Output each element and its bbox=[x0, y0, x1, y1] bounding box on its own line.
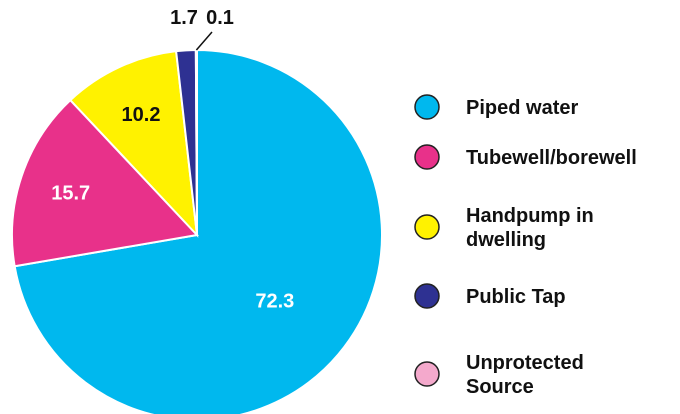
leader-line-unprotected-source bbox=[195, 31, 213, 51]
slice-value-label-tubewell-borewell: 15.7 bbox=[51, 183, 90, 205]
legend-swatch-tubewell-borewell bbox=[414, 144, 440, 170]
legend-swatch-piped-water bbox=[414, 94, 440, 120]
pie-slice-unprotected-source bbox=[194, 48, 198, 236]
legend-swatch-public-tap bbox=[414, 283, 440, 309]
legend-label-unprotected-source-line-2: Source bbox=[466, 376, 534, 398]
slice-value-label-unprotected-source: 0.1 bbox=[206, 7, 234, 29]
pie-slice-handpump-in-dwelling bbox=[68, 50, 199, 238]
legend-label-public-tap: Public Tap bbox=[466, 286, 566, 308]
legend-swatch-handpump-in-dwelling bbox=[414, 214, 440, 240]
legend-label-handpump-in-dwelling-line-1: Handpump in bbox=[466, 205, 594, 227]
legend-label-unprotected-source-line-1: Unprotected bbox=[466, 352, 584, 374]
legend-label-tubewell-borewell: Tubewell/borewell bbox=[466, 147, 637, 169]
legend-swatch-unprotected-source bbox=[414, 361, 440, 387]
legend-label-handpump-in-dwelling-line-2: dwelling bbox=[466, 229, 546, 251]
pie-slice-piped-water bbox=[13, 48, 384, 414]
slice-value-label-handpump-in-dwelling: 10.2 bbox=[122, 104, 161, 126]
slice-value-label-piped-water: 72.3 bbox=[255, 291, 294, 313]
pie-slice-tubewell-borewell bbox=[11, 98, 200, 268]
legend-label-piped-water: Piped water bbox=[466, 97, 578, 119]
slice-value-label-public-tap: 1.7 bbox=[170, 7, 198, 29]
